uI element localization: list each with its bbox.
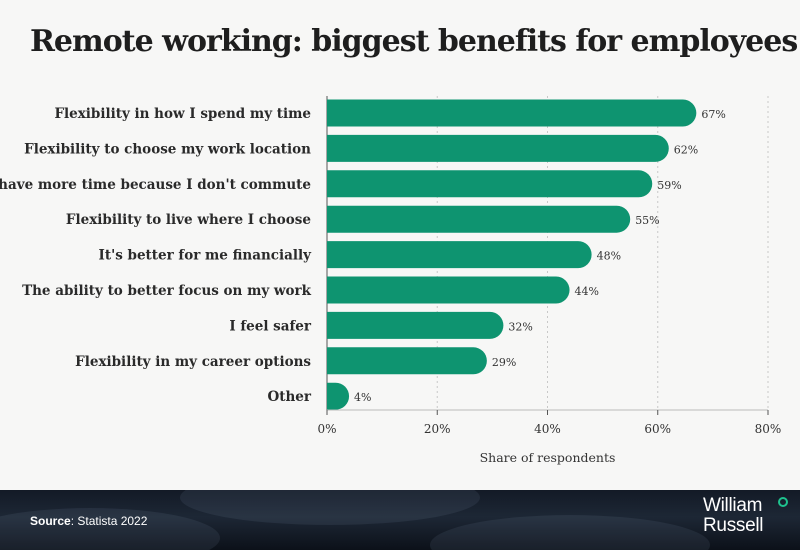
value-label: 55% [635, 214, 659, 227]
footer: Source: Statista 2022 William Russell [0, 490, 800, 550]
x-tick-label: 20% [424, 422, 451, 436]
bar [327, 276, 570, 304]
logo-line-1: William [703, 495, 763, 516]
x-tick-label: 60% [644, 422, 671, 436]
x-axis-title: Share of respondents [480, 450, 616, 465]
bar [327, 347, 487, 375]
category-label: Flexibility to live where I choose [66, 212, 311, 228]
value-label: 4% [354, 391, 371, 404]
category-label: I have more time because I don't commute [0, 177, 311, 193]
value-label: 62% [674, 143, 698, 156]
bar [327, 99, 697, 127]
value-label: 32% [508, 320, 532, 333]
category-label: Flexibility in how I spend my time [54, 106, 311, 122]
bar [327, 170, 653, 198]
bar [327, 134, 669, 162]
category-label: It's better for me financially [99, 248, 313, 264]
x-tick-label: 40% [534, 422, 561, 436]
value-label: 44% [575, 285, 599, 298]
chart-title: Remote working: biggest benefits for emp… [30, 24, 798, 59]
category-label: Flexibility in my career options [75, 354, 311, 370]
category-label: Flexibility to choose my work location [24, 141, 311, 157]
bar [327, 205, 631, 233]
logo-dot-icon [778, 497, 788, 507]
source-note: Source: Statista 2022 [30, 514, 147, 528]
category-label: I feel safer [229, 318, 312, 334]
x-tick-label: 80% [755, 422, 782, 436]
x-axis: 0% 20% 40% 60% 80% Share of respondents [317, 409, 782, 465]
category-label: Other [267, 389, 311, 405]
bar [327, 311, 504, 339]
bar [327, 241, 592, 269]
bars [327, 99, 697, 410]
value-label: 59% [657, 179, 681, 192]
category-label: The ability to better focus on my work [22, 283, 312, 299]
bar [327, 382, 350, 410]
value-labels: 67% 62% 59% 55% 48% 44% 32% 29% 4% [354, 108, 726, 404]
value-label: 48% [597, 250, 621, 263]
x-tick-label: 0% [317, 422, 336, 436]
bar-chart: Flexibility in how I spend my time Flexib… [0, 96, 782, 465]
value-label: 67% [701, 108, 725, 121]
logo-line-2: Russell [703, 515, 764, 536]
value-label: 29% [492, 356, 516, 369]
william-russell-logo: William Russell [703, 496, 793, 546]
source-label: Source [30, 514, 71, 528]
category-labels: Flexibility in how I spend my time Flexib… [0, 106, 312, 405]
source-text: : Statista 2022 [70, 514, 148, 528]
